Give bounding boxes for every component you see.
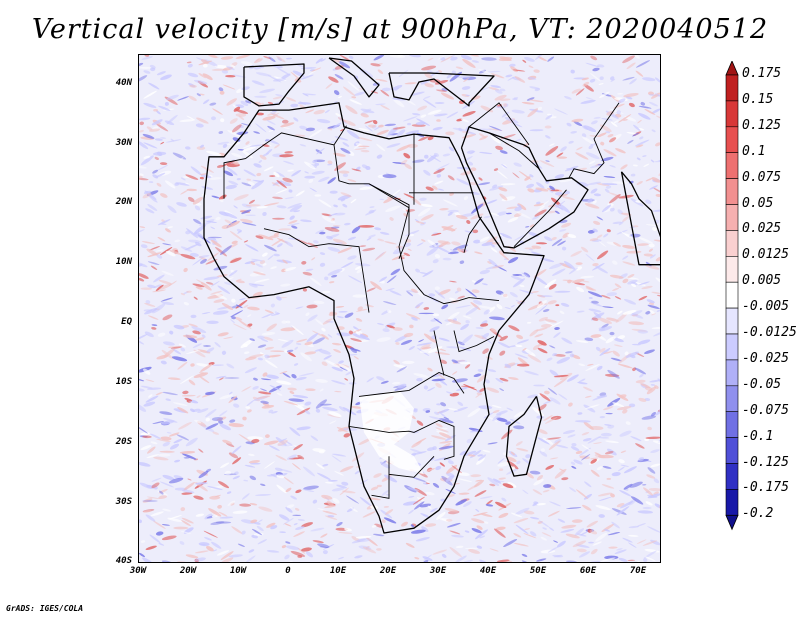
italy-coastline [328, 57, 380, 98]
lon-label-20e: 20E [379, 566, 397, 576]
country-border [348, 419, 455, 460]
lat-label-20s: 20S [115, 437, 132, 447]
country-border [433, 330, 445, 376]
country-border [368, 183, 500, 305]
lon-label-70e: 70E [629, 566, 647, 576]
lat-label-30s: 30S [115, 497, 132, 507]
velocity-streaks [139, 55, 660, 562]
colorbar-label: -0.0125 [742, 325, 797, 340]
greece-turkey-coastline [388, 72, 495, 107]
colorbar-segment [725, 437, 739, 464]
country-border [333, 125, 347, 146]
lat-label-10s: 10S [115, 377, 132, 387]
colorbar-segment [725, 126, 739, 154]
colorbar [725, 61, 739, 531]
madagascar-coastline [505, 396, 543, 477]
europe-coastline [243, 63, 305, 107]
colorbar-label: 0.1 [742, 143, 766, 159]
country-border [463, 216, 482, 253]
lon-label-10w: 10W [229, 566, 247, 576]
country-border [513, 189, 567, 248]
country-border [468, 102, 530, 146]
country-border [371, 474, 390, 499]
colorbar-segment [725, 204, 739, 231]
colorbar-label: -0.1 [742, 428, 774, 444]
country-border [488, 132, 540, 170]
country-border [223, 132, 410, 259]
lon-label-30e: 30E [429, 566, 447, 576]
lat-label-10n: 10N [115, 257, 132, 267]
colorbar-segment [725, 359, 739, 387]
lon-label-60e: 60E [579, 566, 597, 576]
lon-label-10e: 10E [329, 566, 347, 576]
lon-label-0: 0 [285, 566, 291, 576]
colorbar-segment [725, 178, 739, 205]
colorbar-label: 0.025 [742, 221, 782, 237]
colorbar-label: -0.175 [742, 480, 789, 496]
colorbar-segment [725, 74, 739, 102]
coastlines [203, 57, 660, 534]
colorbar-segment [725, 256, 739, 283]
country-border [388, 455, 435, 478]
lon-label-50e: 50E [529, 566, 547, 576]
colorbar-label: -0.2 [742, 506, 774, 522]
country-border [568, 102, 620, 179]
country-border [358, 371, 465, 397]
colorbar-label: -0.125 [742, 454, 789, 470]
colorbar-label: -0.025 [742, 350, 789, 366]
lat-label-40s: 40S [115, 556, 132, 566]
arabia-coastline [460, 126, 589, 249]
colorbar-segment [725, 152, 739, 179]
map-plot-area [138, 54, 661, 563]
colorbar-segment [725, 385, 739, 412]
lat-label-30n: 30N [115, 138, 132, 148]
grads-credit: GrADS: IGES/COLA [6, 604, 84, 613]
country-border [263, 228, 370, 313]
lon-label-40e: 40E [479, 566, 497, 576]
africa-coastline [203, 102, 545, 534]
colorbar-segment [725, 230, 739, 257]
colorbar-label: -0.05 [742, 376, 782, 392]
colorbar-label: -0.005 [742, 299, 789, 315]
colorbar-label: 0.15 [742, 91, 774, 107]
lon-label-20w: 20W [179, 566, 197, 576]
lat-label-40n: 40N [115, 78, 132, 88]
lat-label-20n: 20N [115, 197, 132, 207]
colorbar-segment [725, 333, 739, 361]
country-border [453, 330, 495, 353]
colorbar-segment [725, 281, 739, 309]
colorbar-top-arrow [725, 61, 739, 76]
colorbar-bottom-arrow [725, 514, 739, 531]
colorbar-label: 0.075 [742, 169, 782, 185]
colorbar-segment [725, 463, 739, 490]
map-title: Vertical velocity [m/s] at 900hPa, VT: 2… [31, 14, 769, 45]
lon-label-30w: 30W [129, 566, 147, 576]
vertical-velocity-field [139, 55, 660, 562]
colorbar-label: 0.0125 [742, 247, 789, 263]
colorbar-label: 0.175 [742, 66, 782, 81]
colorbar-segment [725, 411, 739, 438]
india-coastline [620, 171, 660, 266]
colorbar-label: 0.05 [742, 195, 774, 211]
lat-label-eq: EQ [121, 317, 132, 327]
colorbar-segment [725, 489, 739, 516]
colorbar-segment [725, 307, 739, 335]
colorbar-segment [725, 100, 739, 128]
colorbar-label: 0.125 [742, 117, 782, 133]
colorbar-label: -0.075 [742, 402, 789, 418]
colorbar-label: 0.005 [742, 273, 782, 289]
